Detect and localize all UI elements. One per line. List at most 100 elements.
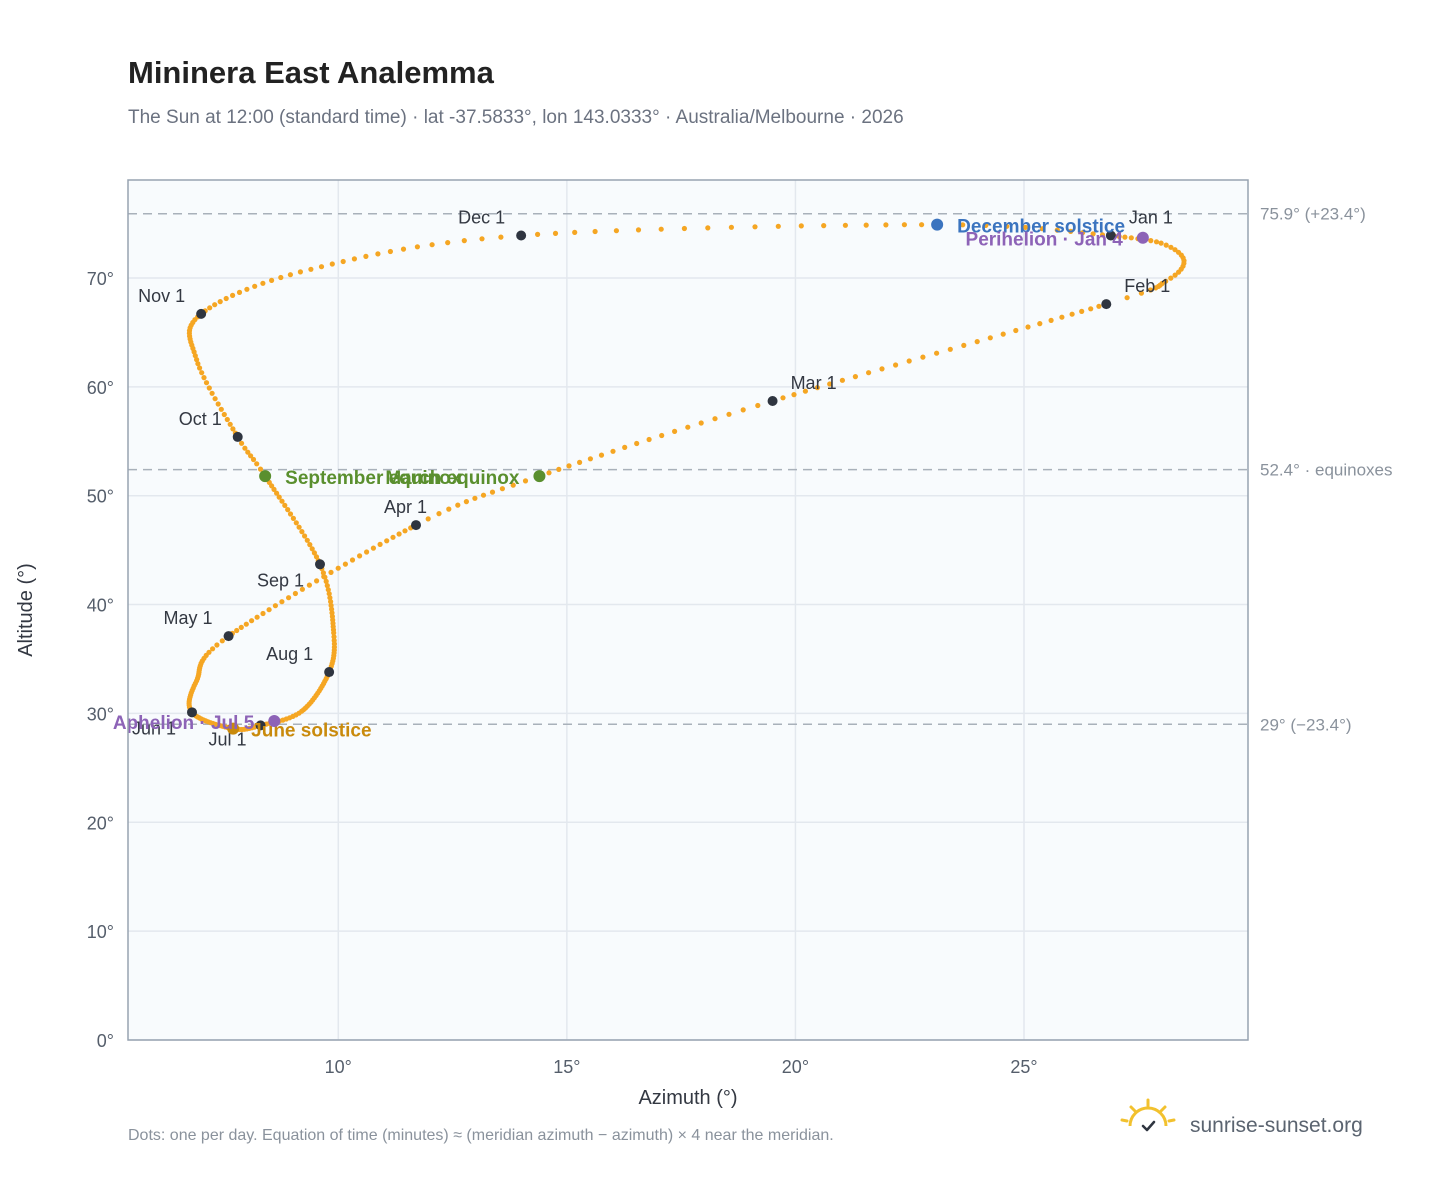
day-dot [217,299,223,305]
day-dot [546,470,552,476]
day-dot [239,440,245,446]
day-dot [248,453,254,459]
day-dot [302,533,308,539]
day-dot [839,377,846,383]
day-dot [250,456,257,463]
month-label: Aug 1 [266,644,313,664]
day-dot [286,595,292,601]
day-dot [325,587,331,593]
day-dot [802,388,809,394]
day-dot [1153,285,1159,291]
month-label: Dec 1 [458,208,505,228]
day-dot [282,502,288,508]
month-label: Sep 1 [257,570,304,590]
day-dot [1069,311,1075,317]
day-dot [883,222,889,228]
day-dot [306,582,312,588]
month-marker [767,395,778,406]
day-dot [320,570,326,576]
day-dot [852,374,859,380]
day-dot [752,224,758,230]
day-dot [1163,242,1169,248]
day-dot [227,421,233,427]
day-dot [266,607,272,613]
day-dot [659,432,665,439]
day-dot [1116,233,1122,240]
day-dot [685,424,691,430]
day-dot [327,595,333,601]
day-dot [342,561,348,567]
y-axis-ticks: 0° 10° 20° 30° 40° 50° 60° 70° [87,269,114,1051]
day-dot [1158,240,1164,246]
day-dot [331,637,337,644]
day-dot [313,554,320,560]
day-dot [429,242,435,248]
day-dot [472,495,478,501]
day-dot [827,381,833,387]
day-dot [1080,230,1086,236]
day-dot [755,402,761,409]
day-dot [400,246,407,252]
day-dot [635,227,642,233]
day-dot [987,335,993,341]
day-dot [1153,239,1160,245]
x-tick-label: 25° [1010,1057,1037,1077]
y-tick-label: 40° [87,596,114,616]
day-dot [414,244,420,250]
day-dot [598,452,605,458]
day-dot [1088,306,1094,312]
day-dot [318,264,325,270]
day-dot [260,280,266,286]
sun-check-icon [1120,1098,1176,1132]
day-dot [219,638,225,644]
month-marker [516,230,527,241]
day-dot [726,411,732,417]
day-dot [307,542,313,548]
event-label: September equinox [285,468,462,489]
day-dot [775,223,781,229]
day-dot [960,222,966,228]
day-dot [203,380,210,386]
day-dot [1048,317,1054,323]
day-dot [297,269,303,275]
day-dot [1096,303,1102,309]
y-tick-label: 20° [87,813,114,833]
day-dot [272,603,278,609]
day-dot [879,366,885,372]
x-axis-label: Azimuth (°) [638,1087,737,1109]
day-dot [238,624,244,631]
x-axis-ticks: 10° 15° 20° 25° [325,1057,1038,1077]
day-dot [705,225,711,231]
day-dot [1000,331,1006,337]
day-dot [290,515,296,522]
day-dot [842,222,849,228]
day-dot [1039,226,1045,232]
day-dot [230,292,236,298]
day-dot [1172,272,1178,278]
month-marker [196,308,207,319]
x-tick-label: 15° [553,1057,580,1077]
day-dot [510,482,516,488]
month-marker [411,520,421,531]
y-axis-label: Altitude (°) [15,563,37,657]
event-label: June solstice [251,721,371,742]
y-tick-label: 60° [87,378,114,398]
day-dot [622,444,628,450]
day-dot [535,231,541,237]
day-dot [396,531,402,537]
day-dot [577,459,583,465]
day-dot [961,342,967,348]
chart-title: Mininera East Analemma [128,55,495,90]
month-label: Oct 1 [179,409,222,429]
day-dot [293,520,299,526]
day-dot [780,395,786,401]
day-dot [566,463,572,469]
day-dot [357,553,363,559]
day-dot [236,289,243,295]
day-dot [425,516,431,522]
day-dot [863,222,869,228]
day-dot [214,642,220,648]
day-dot [1124,295,1130,301]
day-dot [340,258,346,265]
